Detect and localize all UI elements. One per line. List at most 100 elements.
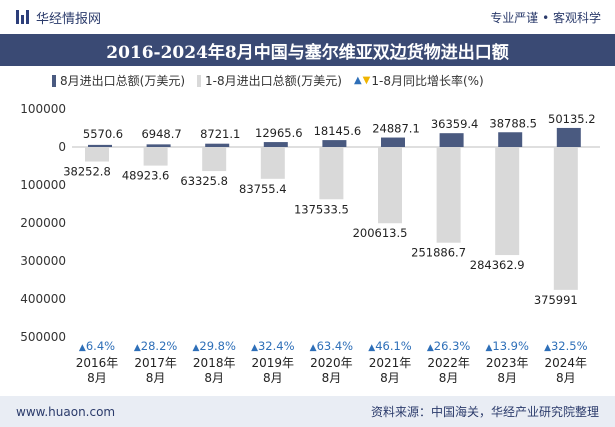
- label-growth: ▲29.8%: [192, 339, 236, 353]
- label-growth: ▲32.4%: [251, 339, 295, 353]
- up-triangle-icon: ▲: [134, 343, 141, 353]
- label-monthly: 24887.1: [372, 122, 420, 136]
- x-tick-label: 2022年: [427, 356, 470, 370]
- y-tick-label: 200000: [20, 216, 66, 230]
- y-tick-label: 300000: [20, 254, 66, 268]
- label-growth: ▲26.3%: [427, 339, 471, 353]
- footer: www.huaon.com 资料来源：中国海关，华经产业研究院整理: [0, 396, 615, 427]
- bar-monthly: [498, 132, 523, 147]
- chart-title: 2016-2024年8月中国与塞尔维亚双边货物进出口额: [0, 34, 615, 66]
- label-cumulative: 200613.5: [353, 226, 408, 240]
- label-cumulative: 251886.7: [411, 246, 466, 260]
- x-tick-label: 8月: [263, 371, 283, 385]
- label-monthly: 50135.2: [548, 112, 596, 126]
- up-triangle-icon: ▲: [485, 343, 492, 353]
- label-monthly: 12965.6: [255, 126, 303, 140]
- x-tick-label: 2016年: [76, 356, 119, 370]
- y-tick-label: 400000: [20, 292, 66, 306]
- x-tick-label: 8月: [87, 371, 107, 385]
- x-tick-label: 2020年: [310, 356, 353, 370]
- bar-cumulative: [260, 147, 285, 179]
- label-monthly: 8721.1: [200, 127, 240, 141]
- brand-name: 华经情报网: [36, 11, 102, 27]
- y-tick-label: 100000: [20, 102, 66, 116]
- growth-value: 13.9%: [492, 339, 529, 353]
- legend: 8月进出口总额(万美元) 1-8月进出口总额(万美元) ▲ ▼ 1-8月同比增长…: [52, 72, 496, 89]
- up-triangle-icon: ▲: [251, 343, 258, 353]
- label-growth: ▲32.5%: [544, 339, 588, 353]
- label-growth: ▲28.2%: [134, 339, 178, 353]
- up-triangle-icon: ▲: [79, 343, 86, 353]
- x-tick-label: 2019年: [252, 356, 295, 370]
- legend-item-growth: ▲ ▼ 1-8月同比增长率(%): [354, 72, 484, 89]
- bar-cumulative: [495, 147, 520, 256]
- x-tick-label: 2018年: [193, 356, 236, 370]
- label-monthly: 6948.7: [141, 127, 181, 141]
- website-link[interactable]: www.huaon.com: [16, 404, 116, 419]
- label-cumulative: 38252.8: [63, 165, 111, 179]
- growth-value: 32.4%: [258, 339, 295, 353]
- label-cumulative: 48923.6: [122, 169, 170, 183]
- legend-item-monthly: 8月进出口总额(万美元): [52, 72, 185, 89]
- label-cumulative: 63325.8: [180, 174, 228, 188]
- legend-label-cumulative: 1-8月进出口总额(万美元): [205, 74, 342, 88]
- label-monthly: 36359.4: [431, 117, 479, 131]
- up-triangle-icon: ▲: [427, 343, 434, 353]
- label-monthly: 38788.5: [489, 116, 537, 130]
- growth-value: 26.3%: [434, 339, 471, 353]
- bar-monthly: [556, 127, 581, 147]
- legend-item-cumulative: 1-8月进出口总额(万美元): [197, 72, 342, 89]
- label-cumulative: 137533.5: [294, 202, 349, 216]
- up-triangle-icon: ▲: [368, 343, 375, 353]
- down-triangle-icon: ▼: [362, 75, 371, 86]
- brand: 华经情报网: [16, 8, 101, 27]
- label-cumulative: 284362.9: [470, 258, 525, 272]
- bar-monthly: [263, 142, 288, 147]
- bar-monthly: [88, 144, 112, 147]
- label-cumulative: 375991: [534, 293, 578, 307]
- x-tick-label: 2023年: [486, 356, 529, 370]
- bar-monthly: [381, 137, 405, 147]
- top-bar: 华经情报网 专业严谨 • 客观科学: [0, 0, 615, 34]
- x-tick-label: 2021年: [369, 356, 412, 370]
- legend-label-monthly: 8月进出口总额(万美元): [60, 74, 185, 88]
- legend-swatch-cumulative: [197, 74, 201, 87]
- legend-label-growth: 1-8月同比增长率(%): [371, 74, 484, 88]
- bar-monthly: [322, 140, 347, 147]
- bar-cumulative: [143, 147, 168, 166]
- bar-cumulative: [202, 147, 227, 172]
- bar-cumulative: [319, 147, 344, 200]
- x-tick-label: 8月: [204, 371, 224, 385]
- label-cumulative: 83755.4: [239, 182, 287, 196]
- bar-cumulative: [85, 147, 109, 162]
- label-monthly: 18145.6: [314, 124, 362, 138]
- up-triangle-icon: ▲: [310, 343, 317, 353]
- source-note: 资料来源：中国海关，华经产业研究院整理: [370, 405, 599, 419]
- x-tick-label: 8月: [556, 371, 576, 385]
- bar-cumulative: [378, 147, 402, 224]
- growth-value: 6.4%: [86, 339, 115, 353]
- growth-value: 29.8%: [199, 339, 236, 353]
- bar-cumulative: [436, 147, 461, 243]
- y-tick-label: 100000: [20, 178, 66, 192]
- chart-area: 100000 0 100000 200000 300000 400000 500000 557…: [20, 102, 600, 385]
- bar-cumulative: [553, 147, 578, 290]
- label-monthly: 5570.6: [83, 127, 123, 141]
- label-growth: ▲63.4%: [310, 339, 354, 353]
- label-growth: ▲13.9%: [485, 339, 529, 353]
- x-tick-label: 8月: [146, 371, 166, 385]
- y-tick-label: 0: [58, 140, 66, 154]
- x-tick-label: 2024年: [545, 356, 588, 370]
- x-tick-label: 8月: [322, 371, 342, 385]
- bar-monthly: [205, 143, 230, 147]
- y-tick-label: 500000: [20, 330, 66, 344]
- x-tick-label: 8月: [439, 371, 459, 385]
- up-triangle-icon: ▲: [192, 343, 199, 353]
- growth-value: 46.1%: [375, 339, 412, 353]
- up-triangle-icon: ▲: [544, 343, 551, 353]
- up-triangle-icon: ▲: [353, 75, 362, 86]
- growth-value: 32.5%: [551, 339, 588, 353]
- x-tick-label: 8月: [497, 371, 517, 385]
- growth-value: 63.4%: [317, 339, 354, 353]
